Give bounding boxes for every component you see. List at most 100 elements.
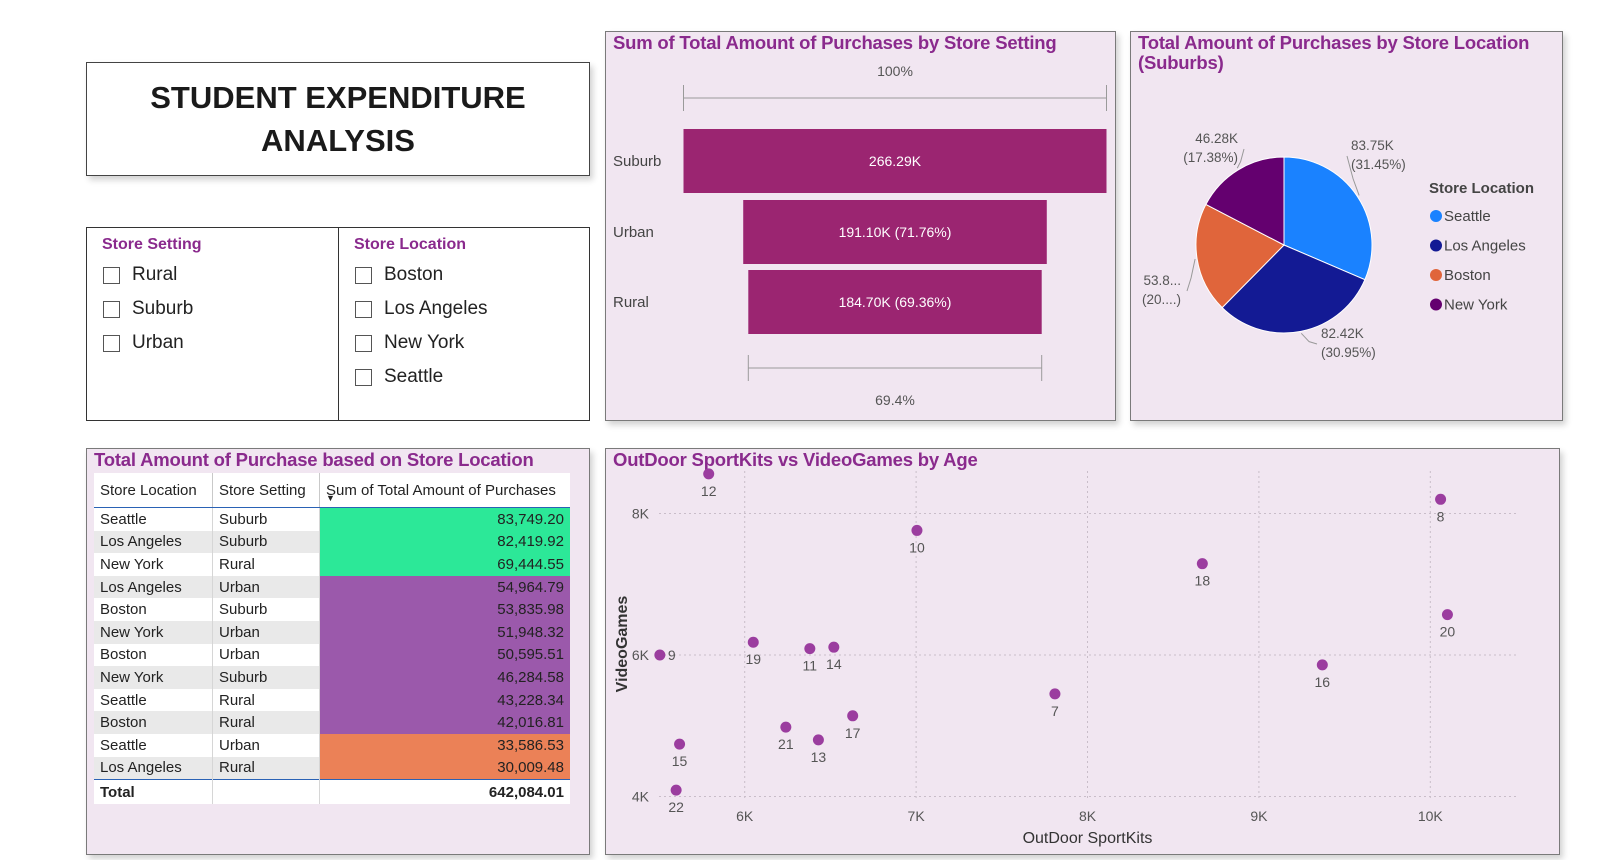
scatter-point[interactable] <box>1316 659 1328 671</box>
pie-legend-marker[interactable] <box>1430 298 1442 311</box>
column-header-store-setting[interactable]: Store Setting <box>212 473 320 508</box>
column-header-sum-purchases[interactable]: Sum of Total Amount of Purchases ▼ <box>319 473 570 508</box>
scatter-point[interactable] <box>703 468 715 480</box>
matrix-table-panel[interactable]: Total Amount of Purchase based on Store … <box>86 448 590 855</box>
scatter-point-label: 21 <box>778 736 794 752</box>
table-row[interactable]: Seattle Suburb 83,749.20 <box>94 507 570 531</box>
pie-leader-line <box>1346 155 1360 196</box>
store-location-slicer: Store Location Boston Los Angeles New Yo… <box>338 227 590 421</box>
cell-store-location: New York <box>94 553 213 576</box>
funnel-chart-panel[interactable]: Sum of Total Amount of Purchases by Stor… <box>605 31 1116 421</box>
funnel-bar-label: 184.70K (69.36%) <box>839 294 952 310</box>
scatter-point[interactable] <box>1049 688 1061 700</box>
pie-percent-label: (30.95%) <box>1321 345 1376 360</box>
checkbox-icon[interactable] <box>103 334 120 352</box>
pie-leader-line <box>1236 148 1245 169</box>
pie-legend-label[interactable]: Los Angeles <box>1444 238 1526 255</box>
checkbox-icon[interactable] <box>103 300 120 318</box>
scatter-point[interactable] <box>780 721 792 733</box>
pie-value-label: 82.42K <box>1321 326 1364 341</box>
table-header-row: Store Location Store Setting Sum of Tota… <box>94 473 570 508</box>
pie-legend-marker[interactable] <box>1430 269 1442 281</box>
funnel-bar[interactable] <box>748 270 1042 334</box>
table-row[interactable]: Boston Suburb 53,835.98 <box>94 598 570 621</box>
sort-descending-icon[interactable]: ▼ <box>326 493 335 503</box>
pie-chart-panel[interactable]: Total Amount of Purchases by Store Locat… <box>1130 31 1563 421</box>
slicer-option-los-angeles[interactable]: Los Angeles <box>355 298 488 320</box>
table-row[interactable]: Boston Rural 42,016.81 <box>94 711 570 734</box>
table-row[interactable]: Los Angeles Suburb 82,419.92 <box>94 530 570 554</box>
cell-purchase-amount: 69,444.55 <box>319 553 570 576</box>
pie-slice[interactable] <box>1221 244 1366 334</box>
pie-leader-line <box>1300 332 1318 345</box>
slicer-option-boston[interactable]: Boston <box>355 264 443 286</box>
pie-percent-label: (17.38%) <box>1183 150 1238 165</box>
scatter-point-label: 10 <box>909 539 925 555</box>
slicer-option-suburb[interactable]: Suburb <box>103 298 193 320</box>
scatter-point[interactable] <box>670 784 682 796</box>
scatter-point[interactable] <box>1435 493 1447 505</box>
scatter-point-label: 13 <box>811 749 827 765</box>
scatter-point[interactable] <box>1441 609 1453 621</box>
pie-legend-marker[interactable] <box>1430 210 1442 222</box>
scatter-point[interactable] <box>804 643 816 655</box>
table-row[interactable]: New York Suburb 46,284.58 <box>94 666 570 689</box>
pie-slice[interactable] <box>1195 203 1285 309</box>
pie-value-label: 53.8... <box>1143 273 1181 288</box>
pie-legend-label[interactable]: Boston <box>1444 267 1491 284</box>
table-row[interactable]: New York Urban 51,948.32 <box>94 620 570 644</box>
pie-legend-label[interactable]: Seattle <box>1444 208 1491 225</box>
cell-purchase-amount: 83,749.20 <box>319 507 570 531</box>
checkbox-icon[interactable] <box>355 300 372 318</box>
scatter-chart-panel[interactable]: OutDoor SportKits vs VideoGames by Age 6… <box>605 448 1560 855</box>
cell-purchase-amount: 54,964.79 <box>319 575 570 599</box>
slicer-option-urban[interactable]: Urban <box>103 332 184 354</box>
cell-store-setting: Urban <box>212 733 320 757</box>
scatter-point[interactable] <box>911 524 923 536</box>
funnel-bar[interactable] <box>743 200 1047 264</box>
checkbox-icon[interactable] <box>355 266 372 284</box>
scatter-point[interactable] <box>828 641 840 653</box>
table-row[interactable]: Seattle Rural 43,228.34 <box>94 688 570 712</box>
checkbox-icon[interactable] <box>355 334 372 352</box>
pie-legend-label[interactable]: New York <box>1444 297 1508 314</box>
cell-purchase-amount: 33,586.53 <box>319 733 570 757</box>
pie-value-label: 83.75K <box>1351 138 1394 153</box>
scatter-point[interactable] <box>747 636 759 648</box>
funnel-bar-label: 191.10K (71.76%) <box>839 224 952 240</box>
pie-legend-marker[interactable] <box>1430 239 1442 252</box>
cell-purchase-amount: 51,948.32 <box>319 620 570 644</box>
table-row[interactable]: Boston Urban 50,595.51 <box>94 643 570 667</box>
table-row[interactable]: Seattle Urban 33,586.53 <box>94 733 570 757</box>
scatter-chart-title: OutDoor SportKits vs VideoGames by Age <box>613 449 978 470</box>
cell-store-location: New York <box>94 620 213 644</box>
scatter-point[interactable] <box>812 734 824 746</box>
cell-store-setting: Suburb <box>212 598 320 621</box>
table-row[interactable]: Los Angeles Urban 54,964.79 <box>94 575 570 599</box>
scatter-x-axis-label: OutDoor SportKits <box>1023 830 1153 847</box>
slicer-option-new-york[interactable]: New York <box>355 332 464 354</box>
scatter-x-tick-label: 6K <box>736 808 754 824</box>
funnel-category-label: Rural <box>613 294 649 311</box>
scatter-chart: 6K 7K 8K 9K 10K 4K 6K 8K OutDoor SportKits VideoG… <box>614 468 1516 847</box>
column-header-store-location[interactable]: Store Location <box>94 473 213 508</box>
scatter-point[interactable] <box>1196 558 1208 570</box>
pie-slice[interactable] <box>1283 156 1373 281</box>
scatter-point-label: 20 <box>1440 624 1456 640</box>
scatter-y-tick-label: 4K <box>632 788 650 804</box>
pie-slice[interactable] <box>1205 156 1285 246</box>
scatter-point[interactable] <box>847 710 859 722</box>
cell-store-setting: Rural <box>212 553 320 576</box>
scatter-point-label: 18 <box>1195 573 1211 589</box>
cell-store-setting: Rural <box>212 756 320 780</box>
checkbox-icon[interactable] <box>355 368 372 386</box>
table-row[interactable]: New York Rural 69,444.55 <box>94 553 570 576</box>
scatter-point[interactable] <box>674 738 686 750</box>
table-row[interactable]: Los Angeles Rural 30,009.48 <box>94 756 570 780</box>
funnel-bar[interactable] <box>683 129 1107 193</box>
scatter-point[interactable] <box>654 649 666 661</box>
checkbox-icon[interactable] <box>103 266 120 284</box>
slicer-option-seattle[interactable]: Seattle <box>355 366 443 388</box>
slicer-option-rural[interactable]: Rural <box>103 264 177 286</box>
store-location-slicer-title: Store Location <box>354 236 467 253</box>
